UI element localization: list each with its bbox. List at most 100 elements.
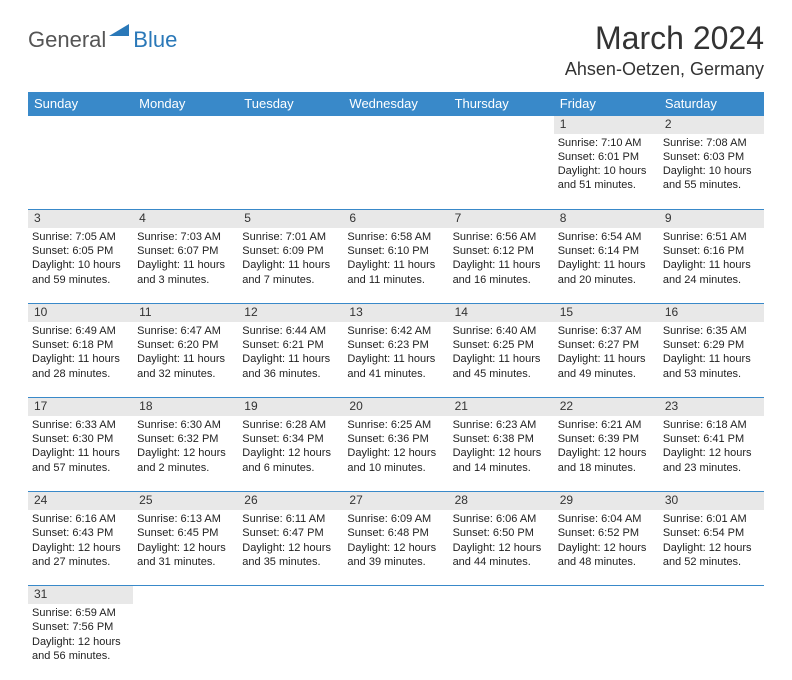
day-number-cell	[28, 116, 133, 134]
cell-line-d1: Daylight: 11 hours	[558, 258, 655, 272]
detail-row: Sunrise: 7:10 AMSunset: 6:01 PMDaylight:…	[28, 134, 764, 210]
day-number-cell: 22	[554, 398, 659, 416]
daynum-row: 31	[28, 586, 764, 604]
cell-line-ss: Sunset: 6:27 PM	[558, 338, 655, 352]
cell-line-d1: Daylight: 12 hours	[242, 446, 339, 460]
cell-line-d1: Daylight: 11 hours	[453, 352, 550, 366]
cell-line-ss: Sunset: 6:07 PM	[137, 244, 234, 258]
day-detail-cell: Sunrise: 6:58 AMSunset: 6:10 PMDaylight:…	[343, 228, 448, 304]
cell-line-d2: and 24 minutes.	[663, 273, 760, 287]
day-detail-cell: Sunrise: 6:33 AMSunset: 6:30 PMDaylight:…	[28, 416, 133, 492]
day-detail-cell: Sunrise: 6:42 AMSunset: 6:23 PMDaylight:…	[343, 322, 448, 398]
day-detail-cell: Sunrise: 6:37 AMSunset: 6:27 PMDaylight:…	[554, 322, 659, 398]
day-detail-cell: Sunrise: 6:23 AMSunset: 6:38 PMDaylight:…	[449, 416, 554, 492]
day-header: Friday	[554, 92, 659, 116]
cell-line-d1: Daylight: 12 hours	[137, 541, 234, 555]
day-detail-cell: Sunrise: 6:30 AMSunset: 6:32 PMDaylight:…	[133, 416, 238, 492]
day-detail-cell: Sunrise: 6:09 AMSunset: 6:48 PMDaylight:…	[343, 510, 448, 586]
cell-line-d1: Daylight: 12 hours	[453, 446, 550, 460]
cell-line-sr: Sunrise: 6:49 AM	[32, 324, 129, 338]
cell-line-ss: Sunset: 6:03 PM	[663, 150, 760, 164]
day-number-cell: 15	[554, 304, 659, 322]
cell-line-ss: Sunset: 7:56 PM	[32, 620, 129, 634]
day-number-cell: 21	[449, 398, 554, 416]
day-detail-cell: Sunrise: 6:11 AMSunset: 6:47 PMDaylight:…	[238, 510, 343, 586]
cell-line-sr: Sunrise: 6:51 AM	[663, 230, 760, 244]
cell-line-sr: Sunrise: 6:40 AM	[453, 324, 550, 338]
day-number-cell: 24	[28, 492, 133, 510]
day-header: Sunday	[28, 92, 133, 116]
day-detail-cell: Sunrise: 7:01 AMSunset: 6:09 PMDaylight:…	[238, 228, 343, 304]
day-number-cell: 28	[449, 492, 554, 510]
cell-line-ss: Sunset: 6:01 PM	[558, 150, 655, 164]
day-detail-cell: Sunrise: 6:44 AMSunset: 6:21 PMDaylight:…	[238, 322, 343, 398]
day-number-cell	[343, 116, 448, 134]
cell-line-d1: Daylight: 12 hours	[32, 541, 129, 555]
detail-row: Sunrise: 6:33 AMSunset: 6:30 PMDaylight:…	[28, 416, 764, 492]
detail-row: Sunrise: 7:05 AMSunset: 6:05 PMDaylight:…	[28, 228, 764, 304]
cell-line-d2: and 7 minutes.	[242, 273, 339, 287]
cell-line-d2: and 49 minutes.	[558, 367, 655, 381]
cell-line-d1: Daylight: 11 hours	[347, 258, 444, 272]
cell-line-d2: and 44 minutes.	[453, 555, 550, 569]
logo: General Blue	[28, 24, 177, 55]
cell-line-d1: Daylight: 12 hours	[137, 446, 234, 460]
cell-line-sr: Sunrise: 6:28 AM	[242, 418, 339, 432]
day-number-cell	[133, 116, 238, 134]
cell-line-d2: and 57 minutes.	[32, 461, 129, 475]
day-detail-cell	[133, 604, 238, 680]
cell-line-ss: Sunset: 6:09 PM	[242, 244, 339, 258]
day-number-cell: 2	[659, 116, 764, 134]
day-number-cell: 20	[343, 398, 448, 416]
cell-line-sr: Sunrise: 7:08 AM	[663, 136, 760, 150]
day-number-cell: 5	[238, 210, 343, 228]
day-number-cell: 29	[554, 492, 659, 510]
day-detail-cell: Sunrise: 6:59 AMSunset: 7:56 PMDaylight:…	[28, 604, 133, 680]
title-block: March 2024 Ahsen-Oetzen, Germany	[565, 20, 764, 80]
day-number-cell: 12	[238, 304, 343, 322]
cell-line-d1: Daylight: 11 hours	[663, 258, 760, 272]
cell-line-ss: Sunset: 6:14 PM	[558, 244, 655, 258]
day-number-cell: 10	[28, 304, 133, 322]
day-number-cell: 13	[343, 304, 448, 322]
cell-line-sr: Sunrise: 6:25 AM	[347, 418, 444, 432]
day-detail-cell: Sunrise: 7:10 AMSunset: 6:01 PMDaylight:…	[554, 134, 659, 210]
cell-line-d1: Daylight: 10 hours	[32, 258, 129, 272]
day-number-cell	[449, 116, 554, 134]
cell-line-d1: Daylight: 11 hours	[663, 352, 760, 366]
cell-line-d2: and 10 minutes.	[347, 461, 444, 475]
cell-line-ss: Sunset: 6:10 PM	[347, 244, 444, 258]
cell-line-d2: and 59 minutes.	[32, 273, 129, 287]
cell-line-ss: Sunset: 6:18 PM	[32, 338, 129, 352]
cell-line-d1: Daylight: 11 hours	[242, 352, 339, 366]
day-number-cell: 7	[449, 210, 554, 228]
detail-row: Sunrise: 6:16 AMSunset: 6:43 PMDaylight:…	[28, 510, 764, 586]
day-detail-cell: Sunrise: 6:47 AMSunset: 6:20 PMDaylight:…	[133, 322, 238, 398]
cell-line-sr: Sunrise: 6:35 AM	[663, 324, 760, 338]
cell-line-d2: and 28 minutes.	[32, 367, 129, 381]
day-detail-cell	[449, 134, 554, 210]
day-detail-cell	[28, 134, 133, 210]
cell-line-sr: Sunrise: 6:37 AM	[558, 324, 655, 338]
day-number-cell	[238, 586, 343, 604]
cell-line-sr: Sunrise: 6:30 AM	[137, 418, 234, 432]
day-header: Wednesday	[343, 92, 448, 116]
logo-text-general: General	[28, 27, 106, 53]
day-detail-cell	[238, 604, 343, 680]
day-detail-cell	[238, 134, 343, 210]
cell-line-sr: Sunrise: 7:05 AM	[32, 230, 129, 244]
day-header: Saturday	[659, 92, 764, 116]
day-number-cell: 9	[659, 210, 764, 228]
cell-line-sr: Sunrise: 7:10 AM	[558, 136, 655, 150]
cell-line-ss: Sunset: 6:54 PM	[663, 526, 760, 540]
day-number-cell: 31	[28, 586, 133, 604]
day-detail-cell: Sunrise: 7:08 AMSunset: 6:03 PMDaylight:…	[659, 134, 764, 210]
cell-line-d2: and 27 minutes.	[32, 555, 129, 569]
cell-line-sr: Sunrise: 6:47 AM	[137, 324, 234, 338]
cell-line-sr: Sunrise: 6:33 AM	[32, 418, 129, 432]
cell-line-sr: Sunrise: 6:01 AM	[663, 512, 760, 526]
day-number-cell: 8	[554, 210, 659, 228]
cell-line-d2: and 11 minutes.	[347, 273, 444, 287]
day-number-cell	[659, 586, 764, 604]
day-number-cell: 4	[133, 210, 238, 228]
